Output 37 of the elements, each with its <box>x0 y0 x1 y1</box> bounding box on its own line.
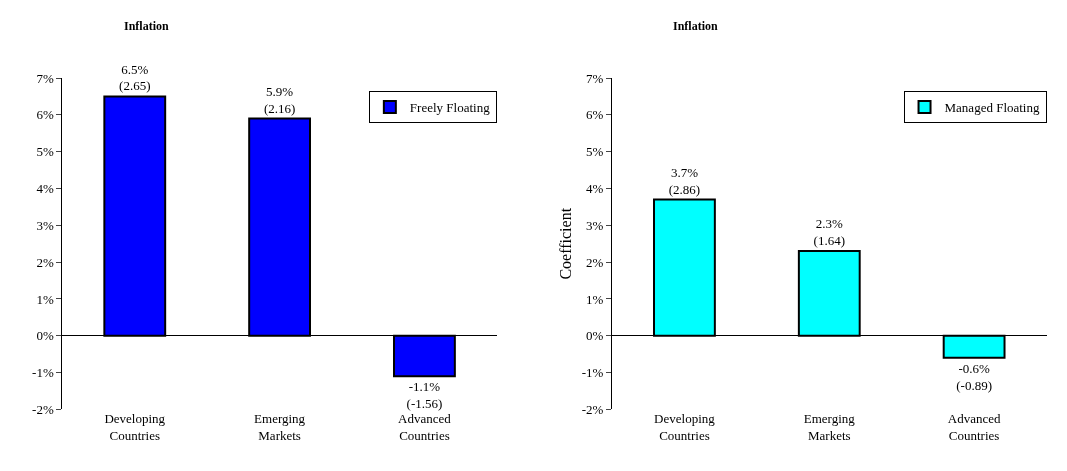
y-tick-label: 2% <box>586 254 604 270</box>
y-tick-label: 0% <box>36 328 54 344</box>
y-tick-label: 3% <box>36 217 54 233</box>
y-tick-label: 6% <box>586 107 604 123</box>
data-label: -0.6% (-0.89) <box>956 360 992 393</box>
y-tick-label: 2% <box>36 254 54 270</box>
y-tick-label: 0% <box>586 328 604 344</box>
x-tick-label: Developing Countries <box>654 411 716 444</box>
x-tick-label: Emerging Markets <box>803 411 856 444</box>
y-tick-label: 7% <box>586 70 604 86</box>
x-tick-label: Advanced Countries <box>947 411 1001 444</box>
y-tick-label: 1% <box>36 291 54 307</box>
data-label: 5.9% (2.16) <box>263 83 296 116</box>
y-tick-label: 5% <box>586 144 604 160</box>
legend-label: Managed Floating <box>944 100 1040 116</box>
y-tick-label: -1% <box>581 365 604 381</box>
y-tick-label: -2% <box>581 401 604 417</box>
data-label: 2.3% (1.64) <box>813 216 845 249</box>
y-axis-title: Coefficient <box>556 207 574 280</box>
y-tick-label: -2% <box>32 401 54 417</box>
y-tick-label: 3% <box>586 217 604 233</box>
data-label: -1.1% (-1.56) <box>406 379 443 412</box>
x-tick-label: Developing Countries <box>104 411 166 444</box>
chart-title: Inflation <box>673 19 718 33</box>
y-tick-label: 6% <box>36 107 54 123</box>
data-label: 3.7% (2.86) <box>668 164 701 197</box>
y-tick-label: 4% <box>586 181 604 197</box>
y-tick-label: 4% <box>36 181 54 197</box>
y-tick-label: 7% <box>36 70 54 86</box>
x-tick-label: Emerging Markets <box>254 411 306 444</box>
chart-title: Inflation <box>124 19 169 33</box>
y-tick-label: 1% <box>586 291 604 307</box>
data-label: 6.5% (2.65) <box>119 61 151 94</box>
y-tick-label: -1% <box>32 365 54 381</box>
x-tick-label: Advanced Countries <box>398 411 452 444</box>
y-tick-label: 5% <box>36 144 54 160</box>
legend-label: Freely Floating <box>409 100 491 116</box>
